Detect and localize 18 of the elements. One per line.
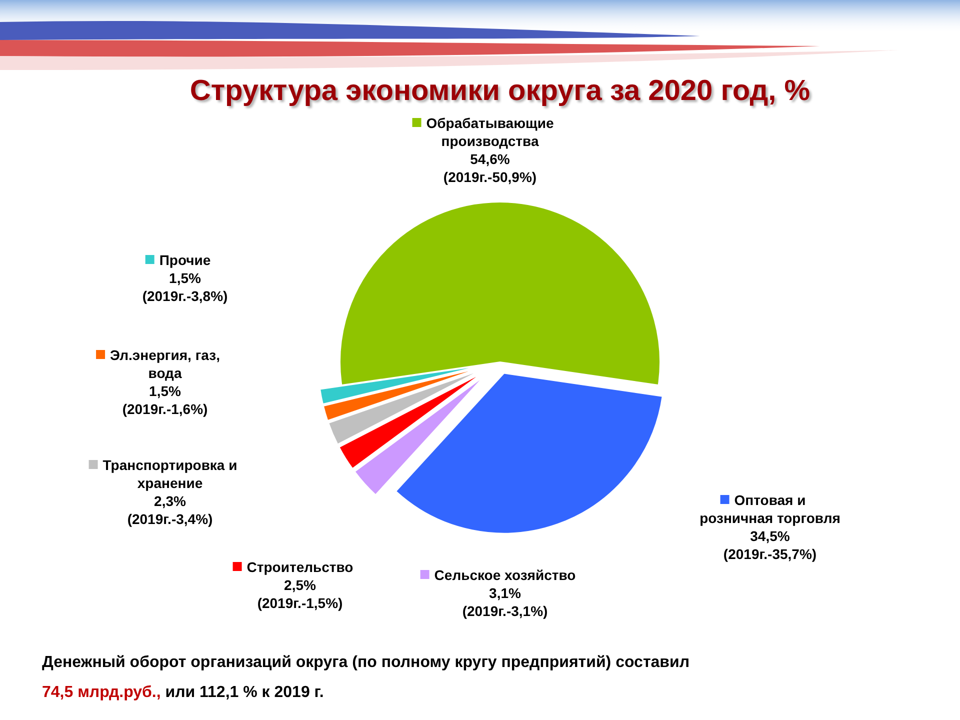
text: Денежный оборот организаций округа (по полному кругу предприятий) составил xyxy=(42,654,690,671)
data-label: 34,5% (2019г.-35,7%) xyxy=(723,528,817,562)
legend-label: Прочие xyxy=(159,252,211,268)
text: или 112,1 % к 2019 г. xyxy=(165,684,324,701)
data-label: 2,3% (2019г.-3,4%) xyxy=(127,493,213,527)
legend-label: Эл.энергия, газ, вода xyxy=(110,347,220,381)
legend-label: Строительство xyxy=(246,559,354,575)
legend-label: Транспортировка и хранение xyxy=(102,457,238,491)
data-label: 1,5% (2019г.-1,6%) xyxy=(122,383,208,417)
legend-label: Оптовая и розничная торговля xyxy=(700,492,840,526)
legend-label: Обрабатывающие производства xyxy=(426,115,554,149)
data-label: 2,5% (2019г.-1,5%) xyxy=(257,577,343,611)
chart-title: Структура экономики округа за 2020 год, % xyxy=(190,75,810,107)
data-label: 3,1% (2019г.-3,1%) xyxy=(462,585,548,619)
data-label: 1,5% (2019г.-3,8%) xyxy=(142,270,228,304)
data-label: 54,6% (2019г.-50,9%) xyxy=(443,151,537,185)
legend-label: Сельское хозяйство xyxy=(434,567,576,583)
text: 74,5 млрд.руб., xyxy=(42,684,161,701)
